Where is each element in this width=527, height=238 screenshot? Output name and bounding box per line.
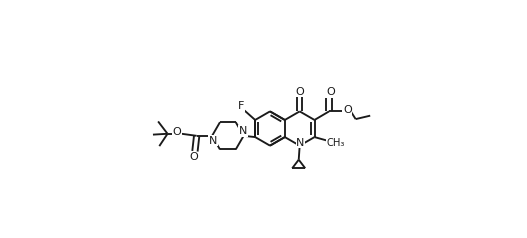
Text: O: O bbox=[295, 87, 304, 97]
Text: N: N bbox=[209, 136, 217, 146]
Text: O: O bbox=[343, 105, 352, 115]
Text: F: F bbox=[238, 101, 245, 111]
Text: CH₃: CH₃ bbox=[327, 138, 345, 148]
Text: O: O bbox=[190, 152, 198, 162]
Text: N: N bbox=[296, 138, 305, 148]
Text: N: N bbox=[239, 126, 247, 136]
Text: O: O bbox=[326, 87, 335, 97]
Text: O: O bbox=[172, 127, 181, 137]
